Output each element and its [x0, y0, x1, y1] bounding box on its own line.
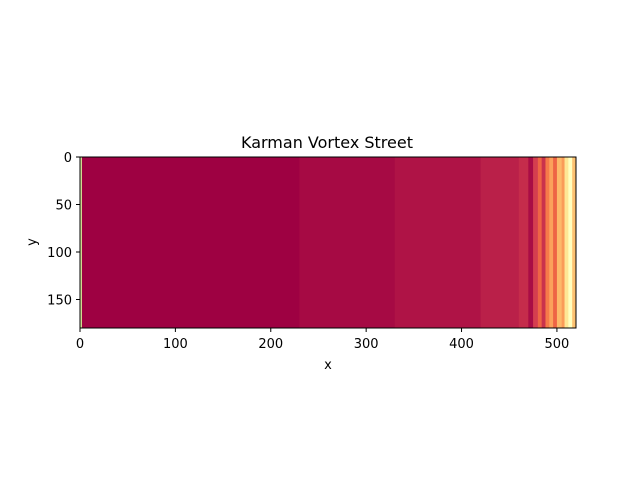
heatmap-column: [545, 157, 550, 328]
heatmap-column: [561, 157, 565, 328]
heatmap-column: [556, 157, 563, 328]
heatmap-column: [541, 157, 546, 328]
x-axis: 0 100 200 300 400 500: [76, 328, 569, 352]
heatmap-column: [572, 157, 577, 328]
heatmap-column: [564, 157, 569, 328]
heatmap-column: [81, 157, 300, 328]
y-axis: 0 50 100 150: [47, 151, 80, 309]
chart-title: Karman Vortex Street: [241, 133, 413, 152]
x-tick-label: 300: [354, 337, 379, 352]
heatmap-column: [533, 157, 539, 328]
y-tick-label: 0: [64, 151, 72, 166]
x-tick-label: 400: [449, 337, 474, 352]
heatmap-column: [549, 157, 554, 328]
plot-frame: [79, 156, 577, 329]
heatmap-column: [553, 157, 558, 328]
heatmap-column: [80, 157, 83, 328]
heatmap-column: [568, 157, 573, 328]
x-tick-label: 200: [258, 337, 283, 352]
y-tick-label: 100: [47, 246, 72, 261]
y-tick-label: 150: [47, 294, 72, 309]
y-tick-label: 50: [55, 199, 72, 214]
heatmap-column: [518, 157, 529, 328]
heatmap-column: [394, 157, 482, 328]
heatmap-column: [480, 157, 520, 328]
x-tick-label: 0: [76, 337, 84, 352]
heatmap-column: [528, 157, 534, 328]
x-tick-label: 100: [163, 337, 188, 352]
heatmap-column: [299, 157, 396, 328]
heatmap-image: [80, 157, 577, 328]
heatmap-column: [537, 157, 543, 328]
y-axis-label: y: [25, 238, 40, 246]
x-axis-label: x: [324, 358, 332, 373]
x-tick-label: 500: [545, 337, 570, 352]
